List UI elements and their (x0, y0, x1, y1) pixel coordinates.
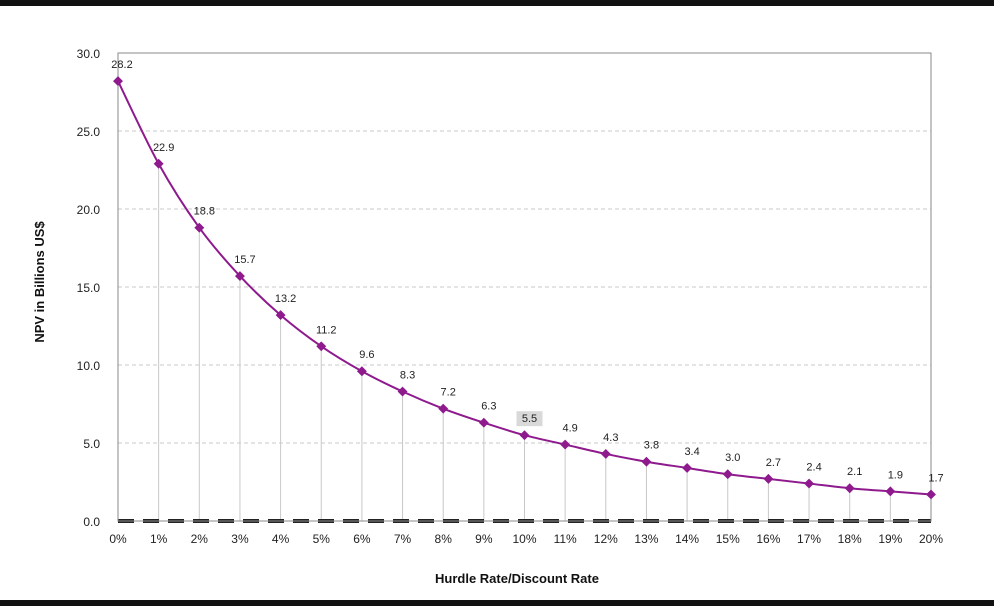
data-point-marker (113, 76, 123, 87)
x-tick-label: 12% (594, 532, 618, 546)
x-tick-labels: 0% 1% 2% 3% 4% 5% 6% 7% 8% 9% 10% 11% 12% 13% 14% 15% 16… (109, 532, 943, 546)
series-layer (113, 76, 936, 500)
data-point-marker (844, 483, 855, 494)
data-label-highlight (516, 411, 543, 427)
data-point-marker (804, 478, 814, 489)
x-tick-label: 2% (191, 532, 209, 546)
data-point-marker (275, 310, 286, 321)
data-labels: 28.2 22.9 18.8 15.7 13.2 11.2 9.6 8.3 7.2 6.3 5.5 4… (111, 59, 943, 484)
data-label: 8.3 (400, 370, 415, 382)
x-tick-label: 9% (475, 532, 493, 546)
x-tick-label: 1% (150, 532, 168, 546)
x-tick-label: 4% (272, 532, 290, 546)
data-label: 3.8 (644, 440, 659, 452)
data-point-marker (438, 403, 449, 414)
data-label: 4.3 (603, 432, 618, 444)
y-tick-label: 20.0 (77, 203, 101, 217)
x-tick-label: 16% (756, 532, 780, 546)
x-tick-label: 8% (435, 532, 453, 546)
data-label: 2.1 (847, 466, 862, 478)
data-point-marker (600, 448, 611, 459)
data-label: 11.2 (316, 324, 337, 336)
x-tick-label: 13% (634, 532, 658, 546)
x-axis-title: Hurdle Rate/Discount Rate (435, 571, 599, 586)
data-label: 2.4 (806, 462, 821, 474)
data-label: 5.5 (522, 413, 537, 425)
drop-lines (158, 163, 891, 521)
data-point-marker (153, 158, 164, 169)
x-tick-label: 17% (797, 532, 821, 546)
data-label: 2.7 (766, 457, 781, 469)
x-tick-label: 3% (231, 532, 249, 546)
data-point-marker (560, 439, 571, 450)
bottom-border (0, 600, 994, 606)
data-label: 28.2 (111, 59, 132, 71)
data-label: 7.2 (441, 387, 456, 399)
top-border (0, 0, 994, 6)
y-tick-label: 0.0 (83, 515, 100, 529)
data-point-marker (519, 430, 530, 441)
x-tick-label: 7% (394, 532, 412, 546)
data-point-marker (194, 222, 205, 233)
x-tick-label: 20% (919, 532, 943, 546)
data-point-marker (763, 473, 774, 484)
x-tick-label: 5% (313, 532, 331, 546)
data-point-marker (316, 341, 327, 352)
data-label: 1.9 (888, 469, 903, 481)
plot-frame (117, 52, 932, 522)
x-tick-label: 10% (512, 532, 536, 546)
data-label: 3.0 (725, 452, 740, 464)
x-tick-label: 18% (838, 532, 862, 546)
data-label: 22.9 (153, 142, 174, 154)
y-tick-labels: 0.0 5.0 10.0 15.0 20.0 25.0 30.0 (77, 47, 101, 529)
data-point-marker (478, 417, 489, 428)
y-tick-label: 10.0 (77, 359, 101, 373)
data-point-marker (885, 486, 896, 497)
data-label: 3.4 (684, 446, 699, 458)
data-label: 1.7 (928, 472, 943, 484)
x-tick-label: 0% (109, 532, 127, 546)
y-tick-label: 5.0 (83, 437, 100, 451)
data-point-marker (235, 271, 245, 282)
x-tick-label: 11% (554, 532, 577, 546)
x-tick-label: 15% (716, 532, 740, 546)
data-label: 6.3 (481, 401, 496, 413)
data-point-marker (397, 386, 408, 397)
data-point-marker (926, 489, 936, 500)
data-label: 9.6 (359, 349, 374, 361)
data-label: 15.7 (234, 254, 255, 266)
x-tick-label: 6% (353, 532, 371, 546)
data-label: 4.9 (563, 423, 578, 435)
data-point-marker (722, 469, 733, 480)
data-label: 13.2 (275, 293, 296, 305)
data-point-marker (641, 456, 652, 467)
y-axis-title: NPV in Billions US$ (32, 221, 47, 343)
x-tick-label: 19% (878, 532, 902, 546)
y-tick-label: 30.0 (77, 47, 101, 61)
y-tick-label: 25.0 (77, 125, 101, 139)
data-point-marker (682, 463, 693, 473)
data-point-marker (356, 366, 367, 377)
x-tick-label: 14% (675, 532, 699, 546)
y-tick-label: 15.0 (77, 281, 101, 295)
data-label: 18.8 (194, 206, 215, 218)
